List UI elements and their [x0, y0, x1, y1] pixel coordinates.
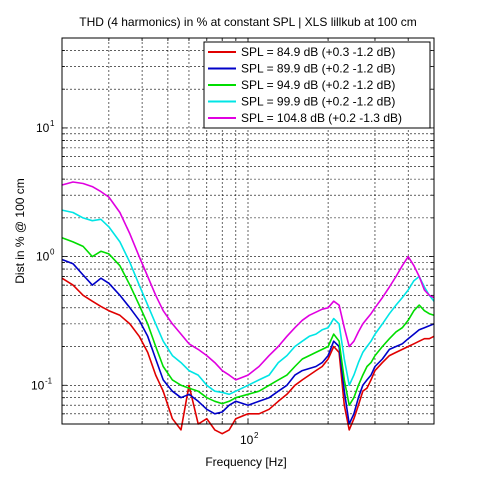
- y-tick-label-exponent: 1: [50, 119, 55, 128]
- x-axis-ticks: 10 2: [108, 38, 409, 447]
- legend-label-2: SPL = 89.9 dB (+0.2 -1.2 dB): [241, 62, 395, 76]
- series-line-1: [61, 277, 435, 435]
- legend-label-4: SPL = 99.9 dB (+0.2 -1.2 dB): [241, 95, 395, 109]
- legend-label-3: SPL = 94.9 dB (+0.2 -1.2 dB): [241, 78, 395, 92]
- y-tick-label: 10: [36, 121, 50, 135]
- legend-box: [203, 41, 431, 129]
- series-line-4: [61, 209, 435, 396]
- legend-label-1: SPL = 84.9 dB (+0.3 -1.2 dB): [241, 45, 395, 59]
- series-line-2: [61, 258, 435, 425]
- series-line-5: [61, 181, 435, 381]
- y-tick-label: 10: [36, 250, 50, 264]
- chart-title: THD (4 harmonics) in % at constant SPL |…: [79, 15, 416, 29]
- legend: SPL = 84.9 dB (+0.3 -1.2 dB) SPL = 89.9 d…: [203, 41, 431, 129]
- x-tick-label-exponent: 2: [254, 431, 259, 440]
- y-tick-label-exponent: 0: [50, 248, 55, 257]
- x-tick-label: 10: [240, 433, 254, 447]
- x-axis-label: Frequency [Hz]: [205, 455, 286, 469]
- y-axis-label: Dist in % @ 100 cm: [13, 178, 27, 284]
- series-line-3: [61, 237, 435, 407]
- y-tick-label: 10: [31, 378, 45, 392]
- plot-lines: [61, 181, 435, 435]
- legend-label-5: SPL = 104.8 dB (+0.2 -1.3 dB): [241, 111, 402, 125]
- y-tick-label-exponent: -1: [45, 376, 53, 385]
